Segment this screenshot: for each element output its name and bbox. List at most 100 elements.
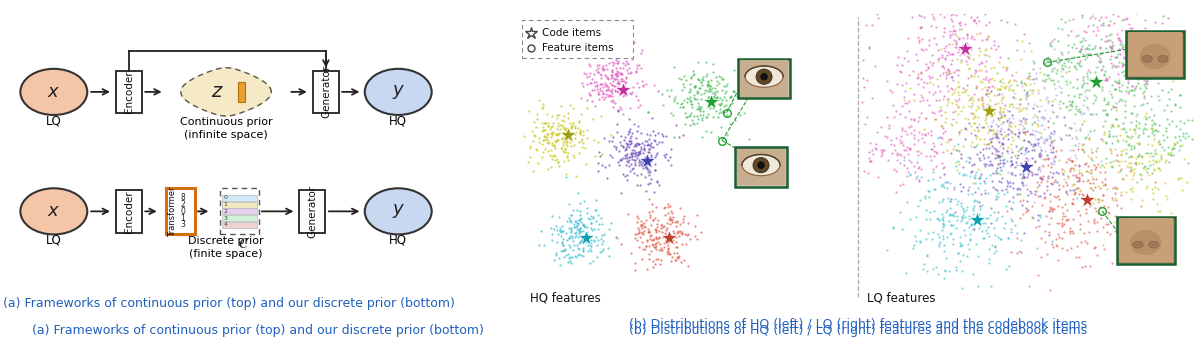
Point (1066, 187, 1085, 192)
Text: 4: 4 (223, 222, 228, 227)
Point (1016, 163, 1036, 168)
Point (1075, 135, 1094, 140)
Point (943, 57, 962, 63)
Point (960, 173, 979, 179)
Point (920, 153, 940, 158)
Point (944, 90, 964, 95)
Point (712, 76, 731, 82)
Point (565, 123, 584, 129)
Point (1144, 190, 1163, 196)
Point (902, 15, 922, 20)
Point (587, 62, 606, 68)
Point (1046, 71, 1066, 76)
Point (624, 121, 643, 127)
Point (587, 83, 606, 89)
Point (1037, 95, 1056, 100)
Point (601, 132, 620, 138)
Point (589, 150, 608, 155)
Point (619, 66, 638, 71)
Point (1114, 62, 1133, 68)
Point (546, 252, 565, 257)
Point (936, 119, 955, 124)
Point (1097, 102, 1116, 107)
Point (983, 107, 1002, 113)
Point (551, 248, 570, 254)
Point (708, 95, 727, 100)
Point (976, 11, 995, 16)
Point (990, 172, 1009, 177)
Point (934, 196, 953, 202)
Point (594, 231, 613, 237)
Point (1057, 182, 1076, 188)
Point (607, 88, 626, 94)
Point (924, 143, 943, 149)
Point (599, 245, 618, 250)
Point (1111, 205, 1130, 211)
Point (1022, 173, 1042, 178)
Point (1034, 140, 1054, 145)
Point (1086, 185, 1105, 190)
Point (610, 81, 629, 86)
Point (590, 249, 610, 255)
Point (1159, 89, 1178, 95)
Point (1066, 173, 1085, 178)
Point (1054, 177, 1073, 182)
Point (602, 82, 622, 88)
Point (979, 142, 998, 147)
Point (991, 18, 1010, 23)
Point (542, 156, 562, 162)
Point (1129, 134, 1148, 140)
Point (978, 224, 997, 229)
Point (542, 130, 562, 135)
Point (685, 223, 704, 228)
Point (1044, 207, 1063, 212)
Point (908, 34, 928, 39)
Point (1048, 113, 1067, 119)
Point (556, 130, 575, 136)
Point (558, 157, 577, 162)
Point (1140, 158, 1159, 164)
Point (948, 67, 967, 73)
Point (1031, 212, 1050, 217)
Point (637, 188, 656, 194)
Point (623, 157, 642, 162)
Point (888, 81, 907, 86)
Point (660, 234, 679, 239)
Point (583, 76, 602, 82)
Point (542, 237, 562, 243)
Point (635, 147, 654, 153)
Point (1070, 167, 1090, 173)
Point (916, 115, 935, 120)
Point (667, 255, 686, 260)
Point (577, 71, 596, 76)
Point (1087, 145, 1106, 151)
Point (1087, 155, 1106, 160)
Point (977, 46, 996, 51)
Point (661, 111, 680, 116)
Ellipse shape (756, 69, 772, 84)
Point (1074, 97, 1093, 103)
Point (1128, 75, 1147, 81)
Point (1003, 149, 1022, 154)
Point (1031, 155, 1050, 161)
Point (562, 212, 581, 218)
Point (1003, 181, 1022, 186)
Point (604, 63, 623, 68)
Point (1164, 141, 1183, 146)
Point (1016, 150, 1036, 155)
Point (1046, 96, 1066, 102)
Point (911, 98, 930, 103)
Point (1134, 28, 1153, 34)
Point (970, 61, 989, 67)
Point (974, 84, 994, 90)
Point (1073, 38, 1092, 44)
Point (946, 31, 965, 37)
Point (992, 127, 1012, 132)
Point (613, 111, 632, 117)
Point (610, 163, 629, 168)
Point (1054, 100, 1073, 105)
Point (1020, 70, 1039, 75)
Point (1031, 131, 1050, 136)
Point (690, 77, 709, 83)
Point (965, 17, 984, 22)
